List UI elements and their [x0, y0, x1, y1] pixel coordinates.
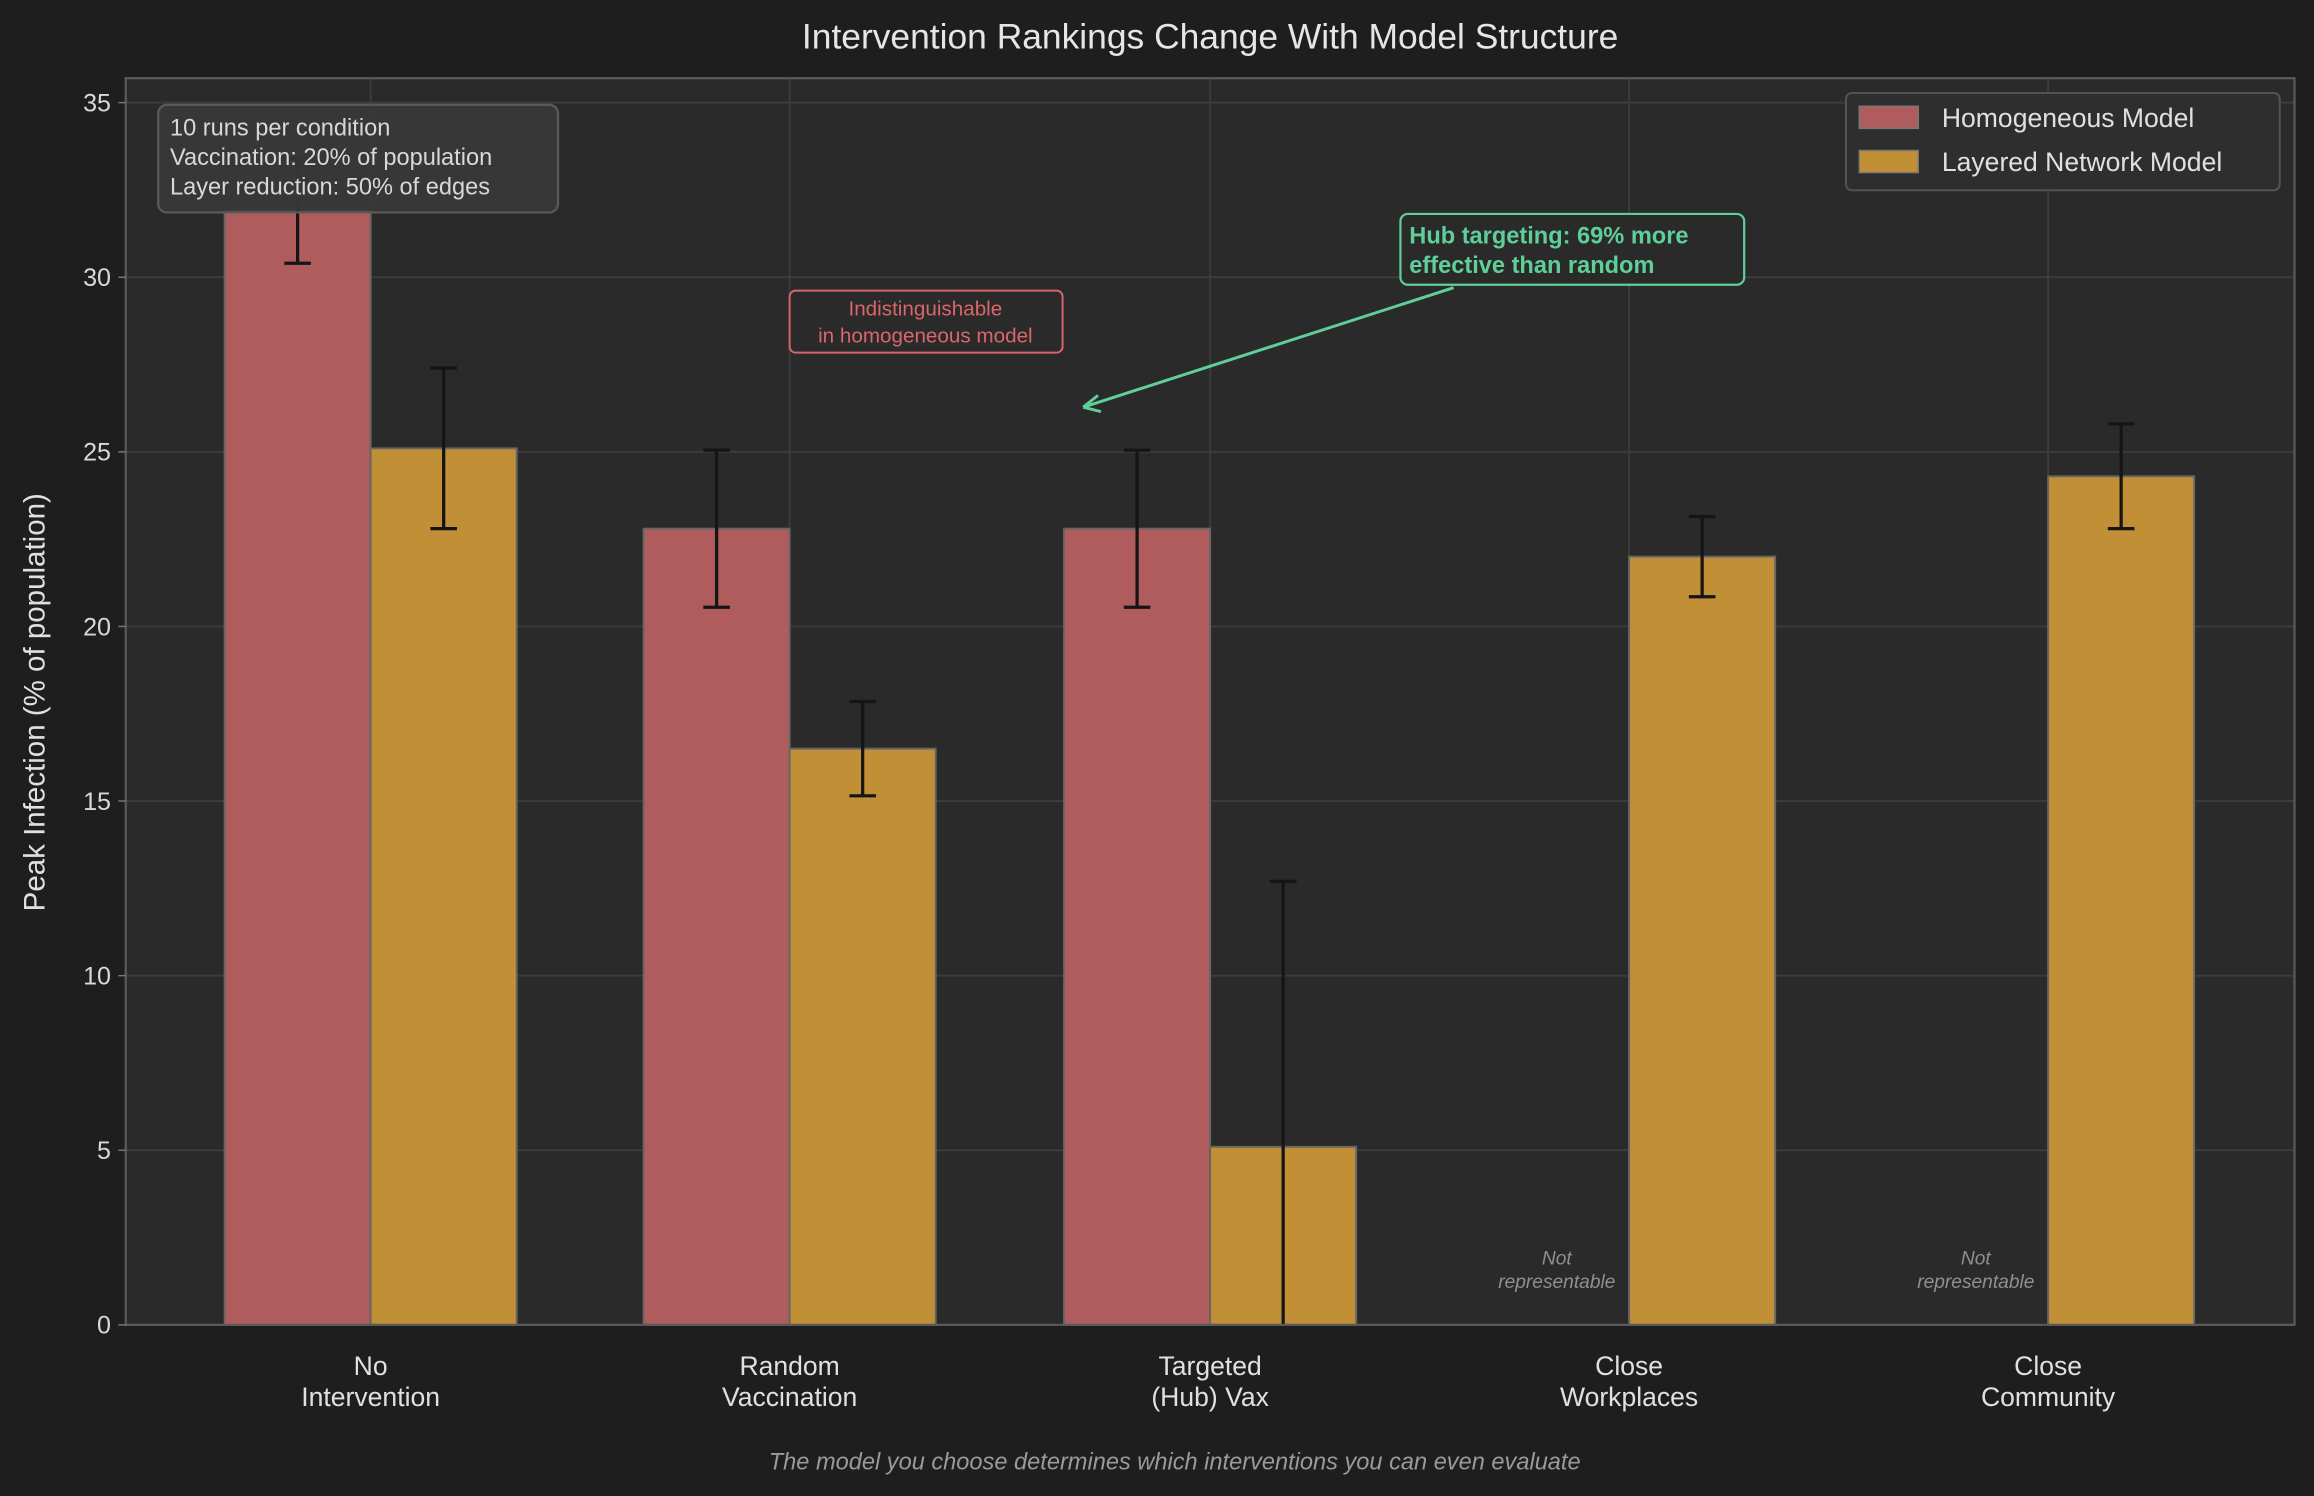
not-representable-labels: Not representable Not representable	[1498, 1248, 2034, 1293]
legend-swatch-homogeneous	[1858, 105, 1920, 130]
y-tick-label: 0	[97, 1312, 111, 1340]
annotation-indistinguishable: Indistinguishable in homogeneous model	[788, 289, 1064, 354]
not-representable-label: Not representable	[1917, 1248, 2034, 1293]
bar-layered	[1628, 555, 1777, 1326]
info-line: Layer reduction: 50% of edges	[170, 175, 490, 201]
bar-layered	[2047, 475, 2196, 1326]
y-tick-label: 10	[83, 963, 111, 991]
y-tick-label: 25	[83, 439, 111, 467]
svg-text:effective than random: effective than random	[1409, 253, 1654, 279]
y-axis: 0 5 10 15 20 25 30 35	[83, 89, 126, 1340]
x-tick-label: No Intervention	[301, 1351, 440, 1412]
svg-text:Indistinguishable: Indistinguishable	[848, 298, 1002, 321]
bar-homogeneous	[1063, 527, 1212, 1326]
bar-layered	[788, 747, 937, 1326]
info-line: Vaccination: 20% of population	[170, 145, 492, 171]
x-tick-label: Close Workplaces	[1560, 1351, 1698, 1412]
y-tick-label: 30	[83, 264, 111, 292]
y-tick-label: 15	[83, 788, 111, 816]
info-box: 10 runs per condition Vaccination: 20% o…	[157, 103, 560, 214]
not-representable-label: Not representable	[1498, 1248, 1615, 1293]
legend-swatch-layered	[1858, 149, 1920, 174]
x-tick-label: Random Vaccination	[722, 1351, 857, 1412]
info-line: 10 runs per condition	[170, 116, 390, 142]
x-tick-label: Targeted (Hub) Vax	[1151, 1351, 1269, 1412]
error-bars	[284, 156, 2135, 1325]
bars	[223, 209, 2196, 1326]
x-axis: No Intervention Random Vaccination Targeted(…	[301, 1351, 2116, 1412]
x-tick-label: Close Community	[1981, 1351, 2116, 1412]
chart-title: Intervention Rankings Change With Model …	[802, 17, 1618, 57]
legend: Homogeneous Model Layered Network Model	[1845, 91, 2281, 192]
annotation-hub-targeting: Hub targeting: 69% more effective than r…	[1082, 212, 1746, 414]
y-tick-label: 35	[83, 89, 111, 117]
svg-text:Hub targeting: 69% more: Hub targeting: 69% more	[1409, 223, 1688, 249]
legend-label-homogeneous: Homogeneous Model	[1942, 103, 2194, 133]
y-axis-label: Peak Infection (% of population)	[19, 493, 52, 911]
caption: The model you choose determines which in…	[769, 1449, 1581, 1475]
bar-layered	[369, 447, 518, 1326]
arrow-head-icon	[1082, 394, 1102, 414]
y-tick-label: 20	[83, 613, 111, 641]
legend-label-layered: Layered Network Model	[1942, 147, 2222, 177]
bar-homogeneous	[223, 209, 372, 1326]
y-tick-label: 5	[97, 1137, 111, 1165]
bar-homogeneous	[642, 527, 791, 1326]
plot-frame	[124, 77, 2296, 1326]
arrow-line	[1082, 286, 1454, 409]
svg-text:in homogeneous model: in homogeneous model	[818, 324, 1033, 347]
